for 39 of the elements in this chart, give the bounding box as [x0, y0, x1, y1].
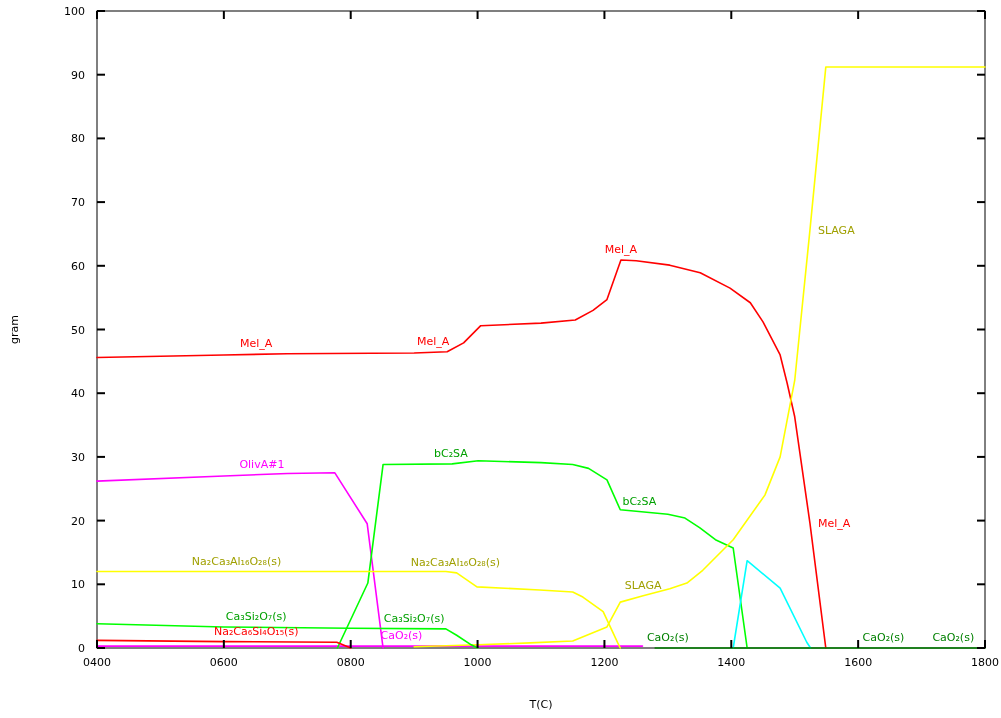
annotation: Mel_A [417, 335, 450, 349]
annotation: bC₂SA [622, 494, 657, 508]
x-tick-label: 0800 [336, 656, 365, 669]
annotation: Mel_A [604, 243, 638, 257]
x-tick-label: 0400 [83, 656, 111, 669]
y-tick-label: 40 [71, 387, 85, 401]
y-tick-label: 100 [64, 5, 85, 18]
x-tick-label: 0600 [209, 656, 238, 669]
x-tick-label: 1400 [717, 656, 746, 669]
annotation: OlivA#1 [239, 457, 285, 471]
y-tick-label: 10 [71, 578, 85, 592]
y-axis-title: gram [8, 315, 21, 344]
annotation: CaO₂(s) [646, 631, 689, 644]
annotation: Na₂Ca₃Al₁₆O₂₈(s) [191, 554, 282, 568]
x-tick-label: 1600 [844, 656, 873, 669]
annotation: Ca₃Si₂O₇(s) [383, 611, 445, 625]
annotation: SLAGA [817, 224, 856, 238]
y-tick-label: 20 [71, 514, 85, 528]
annotation: Na₂Ca₃Al₁₆O₂₈(s) [410, 555, 501, 569]
x-tick-label: 1800 [971, 656, 999, 669]
x-tick-label: 1000 [463, 656, 492, 669]
annotation: Mel_A [240, 337, 273, 351]
y-tick-label: 30 [71, 450, 85, 464]
y-tick-label: 70 [71, 196, 85, 210]
x-tick-label: 1200 [590, 656, 619, 669]
annotation: CaO₂(s) [862, 631, 905, 644]
annotation: Ca₃Si₂O₇(s) [225, 609, 287, 623]
annotation: Na₂Ca₆Si₄O₁₅(s) [213, 624, 299, 638]
annotation: bC₂SA [434, 446, 469, 460]
y-tick-label: 90 [71, 68, 85, 82]
y-tick-label: 60 [71, 259, 85, 273]
y-tick-label: 0 [78, 642, 85, 655]
annotation: Mel_A [817, 517, 851, 531]
x-axis-title: T(C) [528, 698, 553, 711]
y-tick-label: 80 [71, 132, 85, 146]
annotation: SLAGA [624, 578, 662, 592]
annotation: CaO₂(s) [932, 631, 975, 644]
y-tick-label: 50 [71, 323, 85, 337]
annotation: CaO₂(s) [380, 629, 423, 643]
